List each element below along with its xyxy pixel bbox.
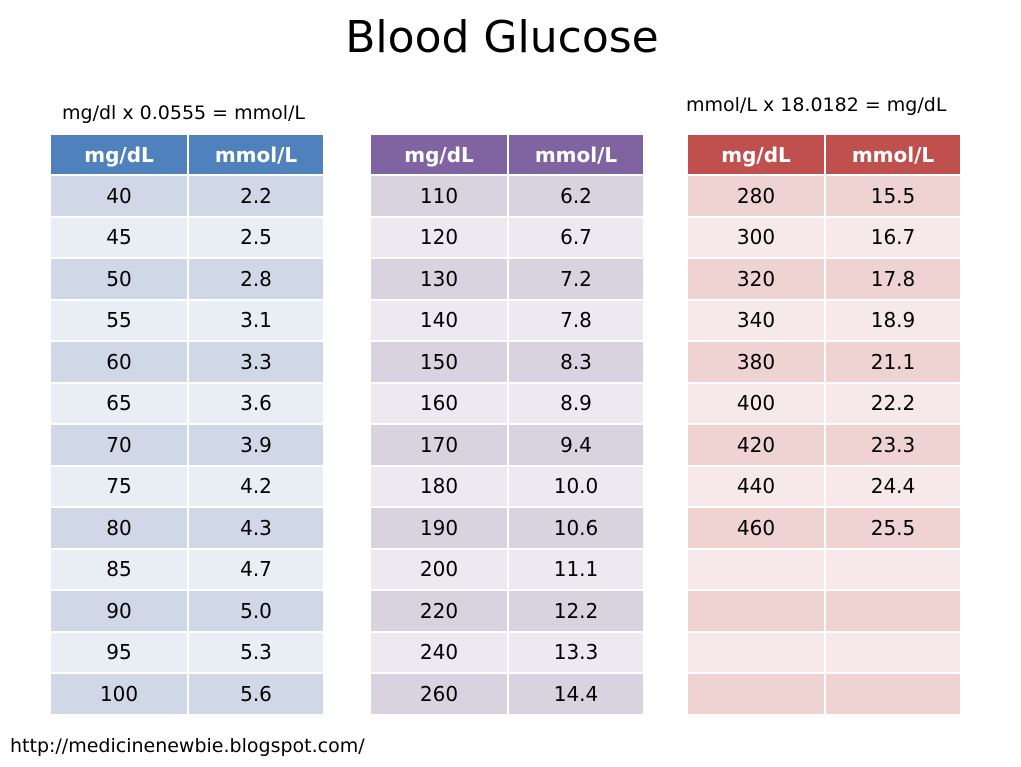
table-cell: 2.5 xyxy=(189,217,325,259)
table-cell: 13.3 xyxy=(509,632,645,674)
footer-url: http://medicinenewbie.blogspot.com/ xyxy=(10,735,365,757)
table-cell: 340 xyxy=(688,300,826,342)
table-cell: 50 xyxy=(51,259,189,301)
table-cell: 6.7 xyxy=(509,217,645,259)
table-header: mmol/L xyxy=(826,135,962,176)
empty-cell xyxy=(826,674,962,716)
table-cell: 21.1 xyxy=(826,342,962,384)
table-cell: 16.7 xyxy=(826,217,962,259)
table-cell: 220 xyxy=(371,591,509,633)
table-cell: 3.9 xyxy=(189,425,325,467)
table-cell: 85 xyxy=(51,549,189,591)
table-cell: 6.2 xyxy=(509,176,645,218)
table-cell: 200 xyxy=(371,549,509,591)
table-cell: 17.8 xyxy=(826,259,962,301)
table-cell: 460 xyxy=(688,508,826,550)
table-cell: 4.2 xyxy=(189,466,325,508)
table-cell: 12.2 xyxy=(509,591,645,633)
table-header: mmol/L xyxy=(509,135,645,176)
table-header: mg/dL xyxy=(51,135,189,176)
table-cell: 2.8 xyxy=(189,259,325,301)
table-cell: 75 xyxy=(51,466,189,508)
table-cell: 3.1 xyxy=(189,300,325,342)
table-cell: 130 xyxy=(371,259,509,301)
table-cell: 2.2 xyxy=(189,176,325,218)
table-cell: 11.1 xyxy=(509,549,645,591)
formula: mg/dl x 0.0555 = mmol/L xyxy=(62,102,306,124)
table-header: mg/dL xyxy=(371,135,509,176)
table-cell: 25.5 xyxy=(826,508,962,550)
table-cell: 5.0 xyxy=(189,591,325,633)
table-cell: 4.3 xyxy=(189,508,325,550)
empty-cell xyxy=(688,549,826,591)
table-cell: 150 xyxy=(371,342,509,384)
table-cell: 3.6 xyxy=(189,383,325,425)
table-cell: 95 xyxy=(51,632,189,674)
empty-cell xyxy=(826,591,962,633)
table-cell: 18.9 xyxy=(826,300,962,342)
table-cell: 10.0 xyxy=(509,466,645,508)
table-cell: 100 xyxy=(51,674,189,716)
table-cell: 8.9 xyxy=(509,383,645,425)
empty-cell xyxy=(826,632,962,674)
empty-cell xyxy=(826,549,962,591)
table-cell: 170 xyxy=(371,425,509,467)
table-cell: 190 xyxy=(371,508,509,550)
table-cell: 65 xyxy=(51,383,189,425)
title: Blood Glucose xyxy=(345,12,659,63)
table-cell: 140 xyxy=(371,300,509,342)
table-cell: 9.4 xyxy=(509,425,645,467)
table-cell: 420 xyxy=(688,425,826,467)
table-cell: 80 xyxy=(51,508,189,550)
table-cell: 240 xyxy=(371,632,509,674)
table-cell: 300 xyxy=(688,217,826,259)
table-cell: 23.3 xyxy=(826,425,962,467)
table-cell: 3.3 xyxy=(189,342,325,384)
table-cell: 7.8 xyxy=(509,300,645,342)
table-cell: 380 xyxy=(688,342,826,384)
table-cell: 400 xyxy=(688,383,826,425)
table-cell: 160 xyxy=(371,383,509,425)
formula: mmol/L x 18.0182 = mg/dL xyxy=(686,94,947,116)
table-cell: 320 xyxy=(688,259,826,301)
table-cell: 440 xyxy=(688,466,826,508)
table-cell: 280 xyxy=(688,176,826,218)
table-cell: 22.2 xyxy=(826,383,962,425)
table-cell: 180 xyxy=(371,466,509,508)
empty-cell xyxy=(688,674,826,716)
table-cell: 5.3 xyxy=(189,632,325,674)
table-cell: 4.7 xyxy=(189,549,325,591)
table-cell: 90 xyxy=(51,591,189,633)
table-cell: 260 xyxy=(371,674,509,716)
table-cell: 10.6 xyxy=(509,508,645,550)
table-header: mg/dL xyxy=(688,135,826,176)
table-cell: 120 xyxy=(371,217,509,259)
table-cell: 7.2 xyxy=(509,259,645,301)
table-cell: 110 xyxy=(371,176,509,218)
empty-cell xyxy=(688,632,826,674)
table-cell: 45 xyxy=(51,217,189,259)
table-cell: 55 xyxy=(51,300,189,342)
table-cell: 14.4 xyxy=(509,674,645,716)
table-cell: 15.5 xyxy=(826,176,962,218)
table-cell: 40 xyxy=(51,176,189,218)
table-cell: 60 xyxy=(51,342,189,384)
table-cell: 24.4 xyxy=(826,466,962,508)
table-cell: 8.3 xyxy=(509,342,645,384)
table-header: mmol/L xyxy=(189,135,325,176)
table-cell: 5.6 xyxy=(189,674,325,716)
table-cell: 70 xyxy=(51,425,189,467)
empty-cell xyxy=(688,591,826,633)
